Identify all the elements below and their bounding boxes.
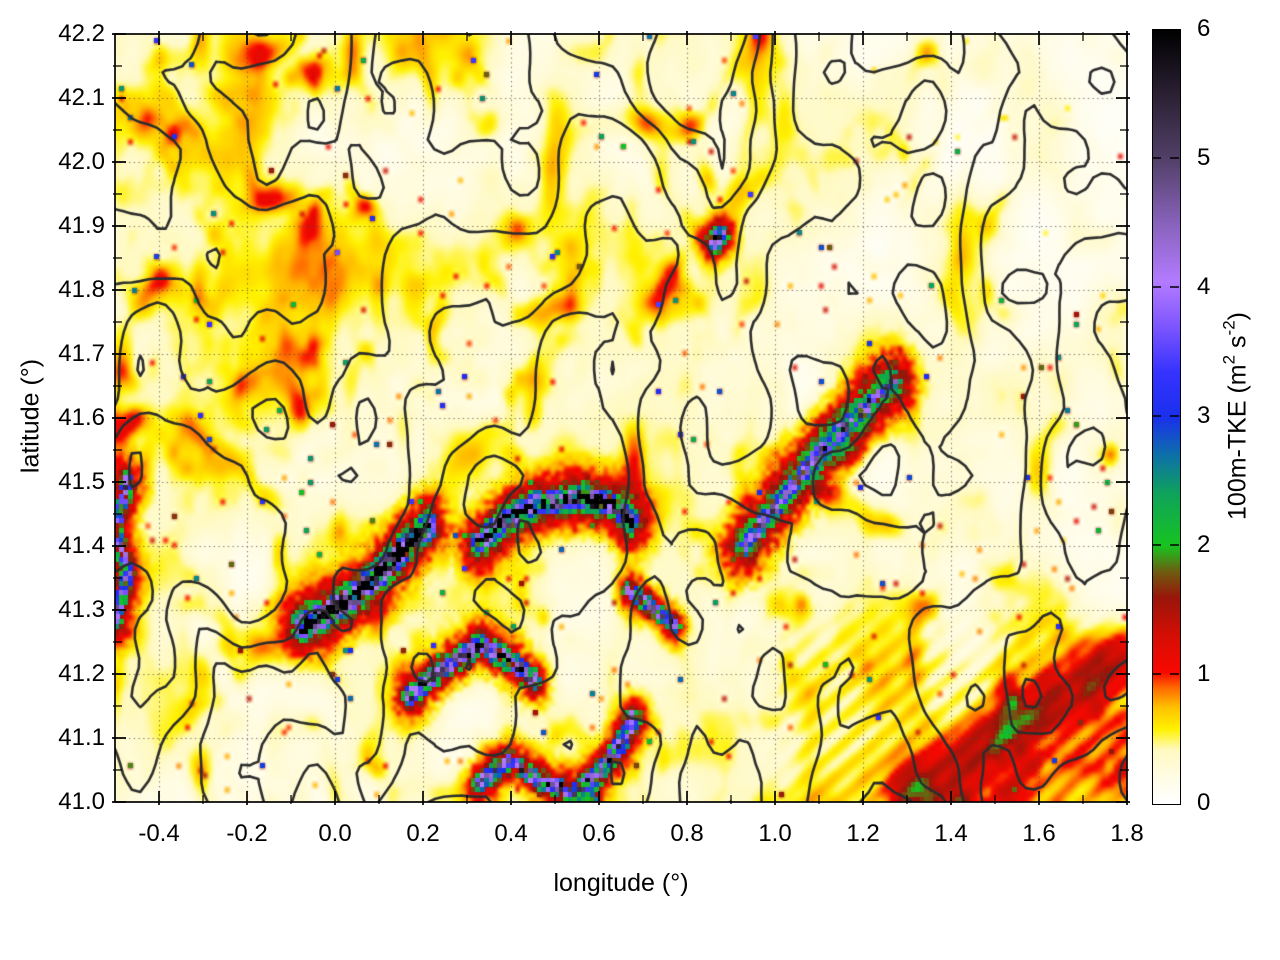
- colorbar-tick-label: 2: [1197, 531, 1211, 558]
- y-tick-label: 42.0: [58, 148, 105, 175]
- y-tick-label: 41.4: [58, 532, 105, 559]
- colorbar-label: 100m-TKE (m2 s-2): [1219, 312, 1252, 520]
- x-tick-label: 0.8: [670, 820, 704, 847]
- x-tick-label: -0.4: [138, 820, 180, 847]
- y-tick-label: 41.3: [58, 596, 105, 623]
- x-tick-label: 0.6: [582, 820, 616, 847]
- y-tick-label: 41.6: [58, 404, 105, 431]
- colorbar-tick-label: 3: [1197, 402, 1211, 429]
- y-tick-label: 41.0: [58, 788, 105, 815]
- x-tick-label: 1.2: [846, 820, 880, 847]
- colorbar-gradient: [1152, 29, 1181, 805]
- tke-heatmap-canvas: [115, 34, 1127, 802]
- colorbar-label-mid: s: [1223, 335, 1252, 355]
- y-axis-label: latitude (°): [16, 358, 45, 474]
- colorbar-tick-label: 6: [1197, 15, 1211, 42]
- y-tick-label: 42.1: [58, 84, 105, 111]
- y-tick-label: 41.5: [58, 468, 105, 495]
- colorbar-label-sup1: 2: [1219, 354, 1239, 365]
- x-tick-label: 1.8: [1110, 820, 1144, 847]
- colorbar-label-prefix: 100m-TKE (m: [1223, 364, 1252, 520]
- x-tick-label: 0.4: [494, 820, 528, 847]
- x-tick-label: 1.4: [934, 820, 968, 847]
- x-axis-label: longitude (°): [553, 869, 689, 897]
- y-tick-label: 41.9: [58, 212, 105, 239]
- x-tick-label: 0.2: [406, 820, 440, 847]
- y-tick-label: 41.2: [58, 660, 105, 687]
- y-tick-label: 42.2: [58, 20, 105, 47]
- x-tick-label: 1.0: [758, 820, 792, 847]
- y-tick-label: 41.7: [58, 340, 105, 367]
- colorbar-tick-label: 0: [1197, 789, 1211, 816]
- colorbar-tick-label: 1: [1197, 660, 1211, 687]
- y-tick-label: 41.1: [58, 724, 105, 751]
- x-tick-label: 0.0: [318, 820, 352, 847]
- colorbar-tick-label: 5: [1197, 144, 1211, 171]
- y-tick-label: 41.8: [58, 276, 105, 303]
- x-tick-label: -0.2: [226, 820, 268, 847]
- colorbar-label-sup2: -2: [1219, 320, 1239, 336]
- colorbar-tick-label: 4: [1197, 273, 1211, 300]
- x-tick-label: 1.6: [1022, 820, 1056, 847]
